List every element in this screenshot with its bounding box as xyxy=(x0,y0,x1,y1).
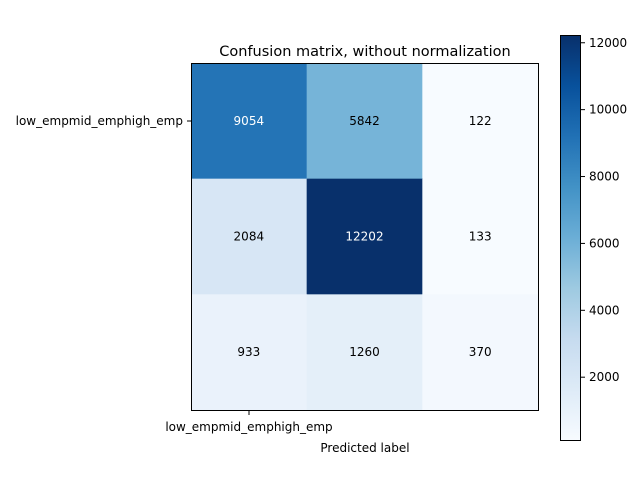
heatmap-cell-value: 1260 xyxy=(349,345,380,359)
heatmap-cell xyxy=(306,178,423,295)
heatmap-cell-value: 122 xyxy=(469,114,492,128)
heatmap-cell-value: 5842 xyxy=(349,114,380,128)
plot-frame xyxy=(191,63,539,411)
y-tick-label: low_empmid_emphigh_emp xyxy=(16,114,183,128)
colorbar-tick-label: 2000 xyxy=(589,370,620,384)
heatmap-cells xyxy=(191,63,539,411)
colorbar-tick-label: 12000 xyxy=(589,36,627,50)
heatmap-cell-value: 9054 xyxy=(234,114,265,128)
x-tick-label: low_empmid_emphigh_emp xyxy=(165,420,332,434)
colorbar-ticks: 2000 4000 6000 8000 10000 12000 xyxy=(581,36,627,384)
heatmap-cell xyxy=(422,178,539,295)
colorbar-tick-label: 4000 xyxy=(589,303,620,317)
colorbar-tick-label: 8000 xyxy=(589,170,620,184)
heatmap-cell xyxy=(306,63,423,180)
heatmap-cell xyxy=(191,63,308,180)
heatmap-cell xyxy=(191,294,308,411)
heatmap-cell-value: 933 xyxy=(237,345,260,359)
colorbar xyxy=(560,35,581,441)
heatmap-cell-value: 370 xyxy=(469,345,492,359)
heatmap-cell xyxy=(422,294,539,411)
chart-title: Confusion matrix, without normalization xyxy=(219,44,510,60)
heatmap-cell xyxy=(422,63,539,180)
heatmap-cell-value: 2084 xyxy=(234,230,265,244)
heatmap-cell xyxy=(191,178,308,295)
heatmap-cell-value: 133 xyxy=(469,230,492,244)
colorbar-tick-label: 10000 xyxy=(589,103,627,117)
heatmap-cell xyxy=(306,294,423,411)
x-axis-label: Predicted label xyxy=(320,441,409,455)
heatmap-cell-labels: 9054 5842 122 2084 12202 133 933 1260 370 xyxy=(234,114,492,359)
colorbar-tick-label: 6000 xyxy=(589,236,620,250)
heatmap-cell-value: 12202 xyxy=(345,230,383,244)
